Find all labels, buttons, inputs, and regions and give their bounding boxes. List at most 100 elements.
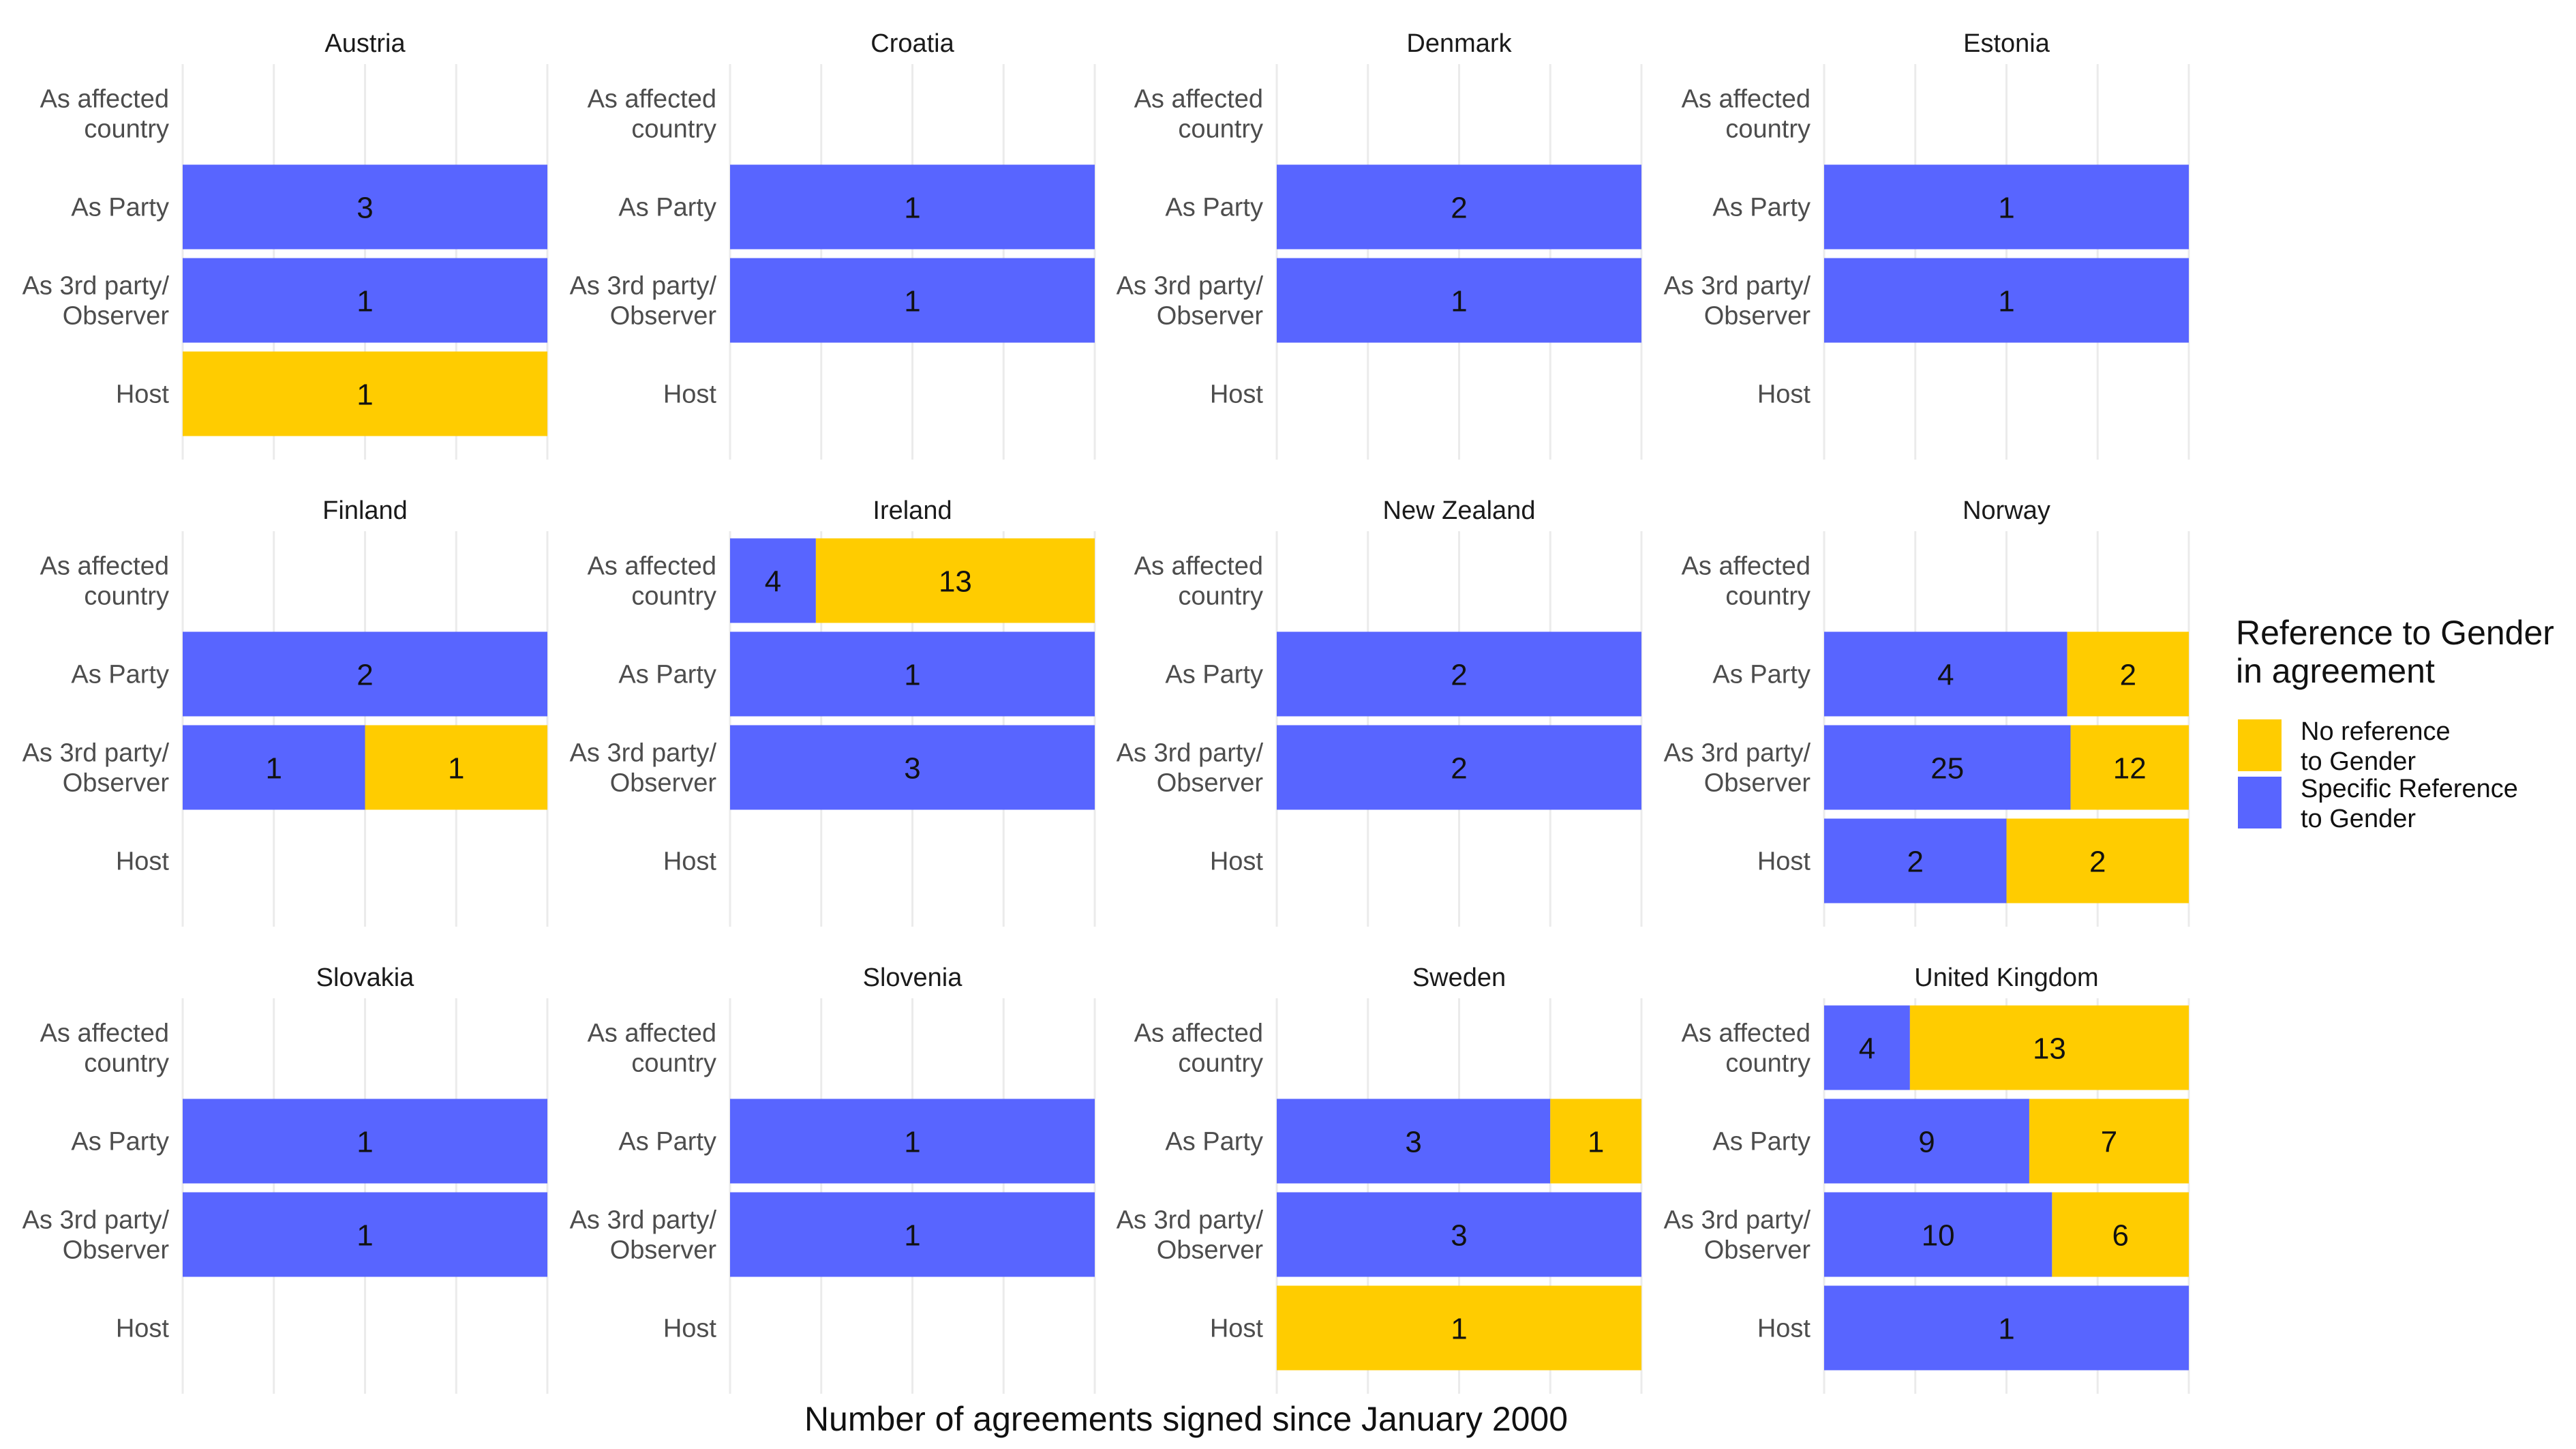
category-label: As Party	[1712, 661, 1810, 689]
category-label: As 3rd party/Observer	[22, 739, 170, 798]
category-label: As 3rd party/Observer	[22, 1206, 170, 1265]
data-label: 2	[2089, 846, 2106, 879]
category-label: As Party	[71, 194, 169, 222]
data-label: 1	[357, 285, 373, 318]
bar-segment	[183, 1192, 547, 1277]
data-label: 1	[904, 285, 920, 318]
bar-segment	[1824, 818, 2007, 903]
panel-title: Slovenia	[863, 963, 963, 992]
data-label: 1	[266, 752, 282, 786]
data-label: 4	[765, 565, 781, 599]
category-label: As 3rd party/Observer	[1117, 1206, 1264, 1265]
bar-segment	[1277, 1192, 1641, 1277]
data-label: 25	[1930, 752, 1964, 786]
category-label: As affected country	[588, 85, 716, 144]
data-label: 1	[1588, 1126, 1604, 1159]
data-label: 2	[1451, 192, 1467, 225]
category-label: Host	[1757, 380, 1811, 409]
panel-title: New Zealand	[1383, 496, 1536, 525]
data-label: 7	[2101, 1126, 2117, 1159]
data-label: 3	[1405, 1126, 1421, 1159]
bar-segment	[1824, 1005, 1910, 1090]
category-label: Host	[663, 1315, 717, 1343]
category-label: Host	[1210, 380, 1264, 409]
bar-segment	[1824, 258, 2189, 343]
data-label: 3	[357, 192, 373, 225]
panel-title: Norway	[1963, 496, 2050, 525]
bar-segment	[1824, 1192, 2052, 1277]
category-label: As affected country	[40, 85, 169, 144]
legend-label: Specific Reference to Gender	[2301, 775, 2518, 833]
category-label: As 3rd party/Observer	[1117, 272, 1264, 331]
category-label: Host	[663, 380, 717, 409]
panel-title: Austria	[324, 29, 406, 58]
bar-segment	[1824, 164, 2189, 250]
data-label: 1	[357, 1219, 373, 1253]
bar-segment	[815, 538, 1095, 623]
data-label: 2	[2120, 659, 2136, 692]
category-label: As 3rd party/Observer	[22, 272, 170, 331]
bar-segment	[2029, 1099, 2189, 1184]
category-label: As affected country	[588, 552, 716, 611]
category-label: Host	[116, 380, 170, 409]
bar-segment	[1277, 725, 1641, 810]
data-label: 3	[1451, 1219, 1467, 1253]
category-label: Host	[663, 848, 717, 876]
legend-label: No reference to Gender	[2301, 717, 2451, 776]
bar-segment	[183, 725, 365, 810]
data-label: 1	[904, 192, 920, 225]
category-label: As Party	[71, 661, 169, 689]
category-label: Host	[1210, 848, 1264, 876]
category-label: As Party	[1165, 661, 1263, 689]
data-label: 1	[904, 1219, 920, 1253]
bar-segment	[1824, 631, 2067, 717]
data-label: 13	[2033, 1032, 2066, 1066]
bar-segment	[2052, 1192, 2189, 1277]
data-label: 12	[2113, 752, 2147, 786]
category-label: As 3rd party/Observer	[570, 272, 717, 331]
panel-title: Denmark	[1406, 29, 1512, 58]
legend-title: Reference to Gender in agreement	[2236, 614, 2554, 690]
legend-swatch	[2238, 719, 2282, 771]
data-label: 1	[357, 1126, 373, 1159]
data-label: 1	[357, 378, 373, 412]
bar-segment	[183, 631, 547, 717]
bar-segment	[183, 351, 547, 436]
category-label: As 3rd party/Observer	[1664, 272, 1811, 331]
data-label: 1	[1451, 1313, 1467, 1346]
data-label: 1	[1998, 192, 2014, 225]
bar-segment	[183, 164, 547, 250]
data-label: 2	[1907, 846, 1924, 879]
panel-title: Finland	[322, 496, 408, 525]
bar-segment	[730, 164, 1095, 250]
category-label: As affected country	[1682, 552, 1810, 611]
bar-segment	[2067, 631, 2189, 717]
category-label: As affected country	[1134, 552, 1263, 611]
category-label: As affected country	[588, 1019, 716, 1078]
bar-segment	[730, 1099, 1095, 1184]
data-label: 3	[904, 752, 920, 786]
data-label: 9	[1918, 1126, 1935, 1159]
category-label: As affected country	[40, 1019, 169, 1078]
bar-segment	[730, 258, 1095, 343]
bar-segment	[730, 538, 816, 623]
bar-segment	[1909, 1005, 2189, 1090]
category-label: Host	[1210, 1315, 1264, 1343]
category-label: As Party	[1712, 194, 1810, 222]
bar-segment	[183, 258, 547, 343]
category-label: As 3rd party/Observer	[1117, 739, 1264, 798]
panel-title: Ireland	[873, 496, 952, 525]
category-label: As Party	[618, 194, 716, 222]
panel-title: Croatia	[870, 29, 954, 58]
category-label: As 3rd party/Observer	[1664, 1206, 1811, 1265]
bar-segment	[1277, 1285, 1641, 1371]
panel-title: United Kingdom	[1914, 963, 2098, 992]
data-label: 1	[1998, 285, 2014, 318]
bar-segment	[1824, 725, 2071, 810]
category-label: As affected country	[1682, 1019, 1810, 1078]
data-label: 1	[1451, 285, 1467, 318]
data-label: 1	[448, 752, 464, 786]
category-label: Host	[1757, 848, 1811, 876]
data-label: 4	[1859, 1032, 1875, 1066]
